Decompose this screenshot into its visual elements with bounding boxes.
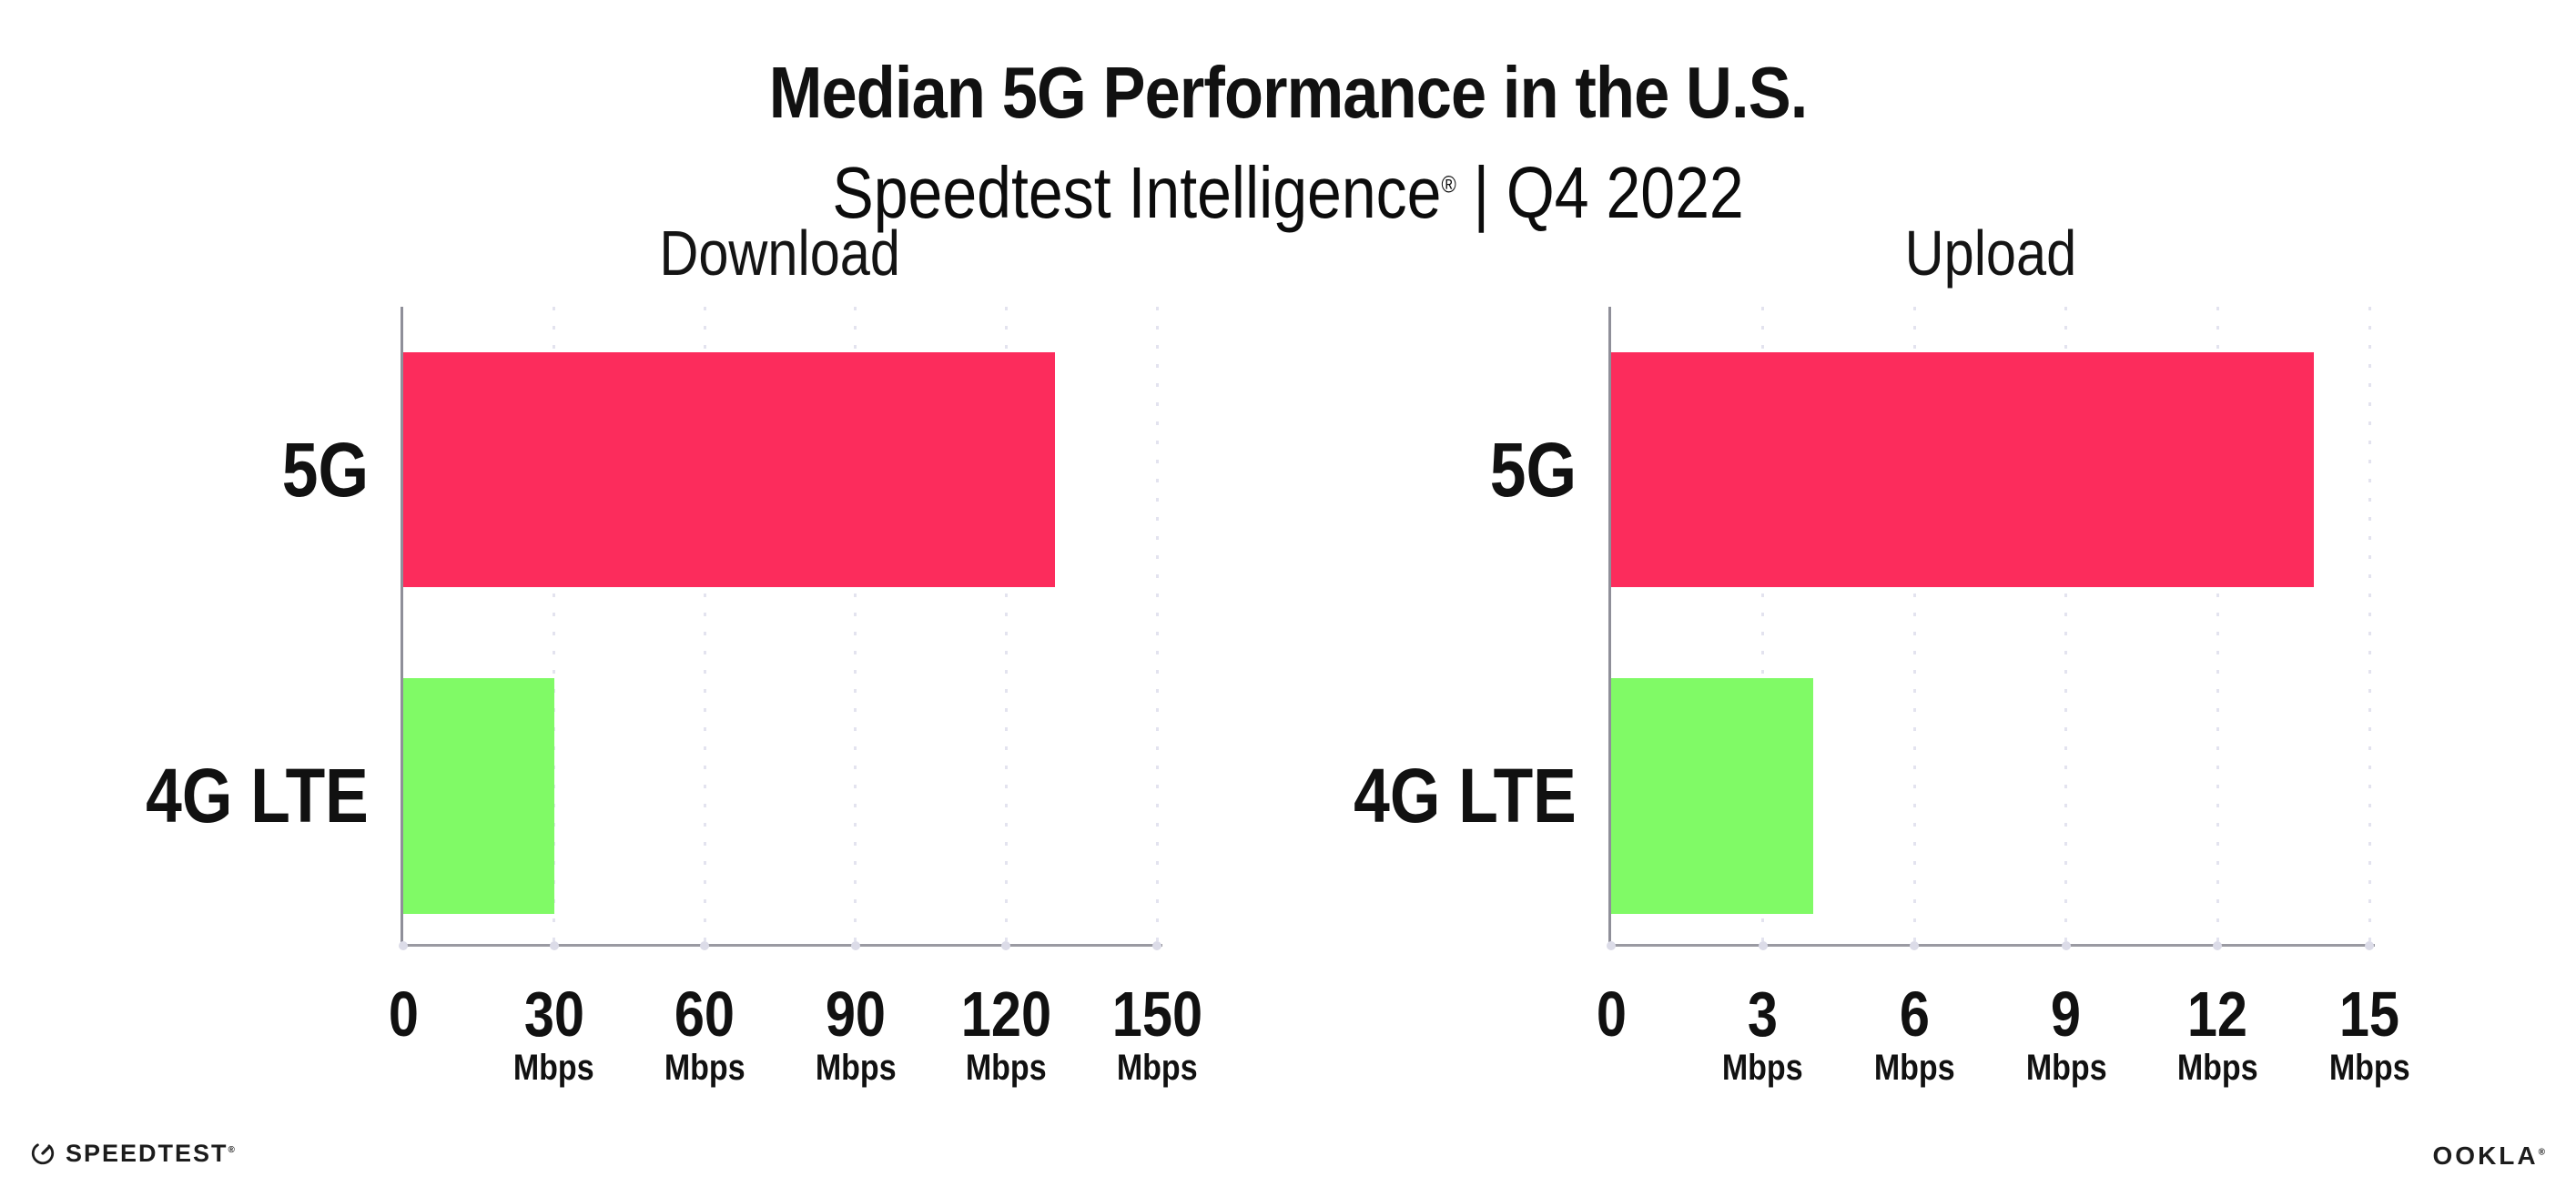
x-tick-value: 15 — [2338, 979, 2400, 1050]
axis-tick-dot — [1910, 941, 1920, 950]
axis-tick-dot — [1758, 941, 1768, 950]
x-tick-label: 3 Mbps — [1686, 982, 1841, 1086]
x-tick-unit: Mbps — [815, 1048, 897, 1088]
axis-tick-dot — [2213, 941, 2223, 950]
x-tick-label: 12 Mbps — [2140, 982, 2295, 1086]
gridline — [2216, 307, 2219, 942]
axis-tick-dot — [2365, 941, 2374, 950]
bar-5g-upload — [1611, 352, 2314, 587]
axis-tick-dot — [399, 941, 408, 950]
chart-title-upload: Upload — [1904, 218, 2076, 289]
page-subtitle: Speedtest Intelligence® | Q4 2022 — [0, 157, 2576, 229]
page-title: Median 5G Performance in the U.S. — [0, 56, 2576, 129]
bar-4g-lte-download — [403, 678, 554, 914]
ookla-wordmark: OOKLA — [2432, 1141, 2539, 1170]
x-tick-label: 150 Mbps — [1080, 982, 1234, 1086]
upload-plot-area: 0 3 Mbps 6 Mbps 9 Mbps 12 Mbps 15 Mbps — [1596, 307, 2409, 1086]
x-tick-unit: Mbps — [1873, 1048, 1955, 1088]
x-tick-unit: Mbps — [1116, 1048, 1198, 1088]
x-tick-value: 3 — [1748, 979, 1779, 1050]
subtitle-separator: | — [1473, 152, 1490, 234]
gridline — [1912, 307, 1916, 942]
axis-tick-dot — [1001, 941, 1011, 950]
gridline — [2368, 307, 2371, 942]
speedtest-gauge-icon — [31, 1141, 55, 1165]
x-tick-value: 0 — [388, 979, 419, 1050]
y-axis-line — [401, 307, 403, 944]
x-tick-label: 30 Mbps — [477, 982, 632, 1086]
x-tick-value: 120 — [960, 979, 1052, 1050]
axis-tick-dot — [549, 941, 559, 950]
axis-tick-dot — [1152, 941, 1161, 950]
gridline — [703, 307, 706, 942]
x-tick-unit: Mbps — [2025, 1048, 2107, 1088]
chart-title-download: Download — [659, 218, 901, 289]
page-title-text: Median 5G Performance in the U.S. — [768, 51, 1809, 133]
x-tick-label: 6 Mbps — [1837, 982, 1992, 1086]
x-tick-label: 120 Mbps — [928, 982, 1083, 1086]
y-axis-line — [1608, 307, 1611, 944]
x-tick-label: 90 Mbps — [778, 982, 933, 1086]
speedtest-wordmark: SPEEDTEST® — [66, 1139, 237, 1167]
gridline — [1761, 307, 1765, 942]
category-label-5g-upload: 5G — [1489, 427, 1577, 512]
gridline — [854, 307, 857, 942]
speedtest-logo: SPEEDTEST® — [30, 1141, 237, 1166]
x-tick-unit: Mbps — [664, 1048, 745, 1088]
subtitle-brand: Speedtest Intelligence — [832, 152, 1442, 234]
category-label-5g-download: 5G — [281, 427, 369, 512]
bar-5g-download — [403, 352, 1055, 587]
axis-tick-dot — [2061, 941, 2071, 950]
x-tick-unit: Mbps — [1722, 1048, 1803, 1088]
registered-mark: ® — [1441, 170, 1456, 198]
x-tick-value: 12 — [2187, 979, 2248, 1050]
x-axis-line — [401, 944, 1162, 947]
subtitle-period: Q4 2022 — [1506, 152, 1744, 234]
category-label-4g-lte-upload: 4G LTE — [1354, 753, 1577, 838]
x-tick-value: 9 — [2051, 979, 2082, 1050]
x-tick-label: 9 Mbps — [1989, 982, 2144, 1086]
x-axis-line — [1608, 944, 2375, 947]
x-tick-value: 0 — [1596, 979, 1627, 1050]
axis-tick-dot — [1607, 941, 1616, 950]
x-tick-label: 0 — [1534, 982, 1689, 1046]
gridline — [1155, 307, 1159, 942]
x-tick-value: 90 — [825, 979, 886, 1050]
gridline — [553, 307, 556, 942]
x-tick-value: 6 — [1899, 979, 1930, 1050]
x-tick-unit: Mbps — [2177, 1048, 2258, 1088]
x-tick-unit: Mbps — [2328, 1048, 2410, 1088]
x-tick-label: 0 — [326, 982, 481, 1046]
x-tick-label: 15 Mbps — [2292, 982, 2447, 1086]
bar-4g-lte-upload — [1611, 678, 1814, 914]
gridline — [1004, 307, 1008, 942]
x-tick-unit: Mbps — [513, 1048, 594, 1088]
x-tick-unit: Mbps — [966, 1048, 1047, 1088]
category-label-4g-lte-download: 4G LTE — [146, 753, 369, 838]
gridline — [2064, 307, 2068, 942]
x-tick-value: 30 — [523, 979, 584, 1050]
x-tick-label: 60 Mbps — [627, 982, 782, 1086]
registered-mark: ® — [2538, 1147, 2545, 1158]
x-tick-value: 150 — [1111, 979, 1202, 1050]
registered-mark: ® — [228, 1144, 237, 1155]
axis-tick-dot — [850, 941, 860, 950]
ookla-logo: OOKLA® — [2433, 1143, 2545, 1169]
download-plot-area: 0 30 Mbps 60 Mbps 90 Mbps 120 Mbps 150 Mbps — [388, 307, 1202, 1086]
axis-tick-dot — [700, 941, 710, 950]
x-tick-value: 60 — [674, 979, 735, 1050]
